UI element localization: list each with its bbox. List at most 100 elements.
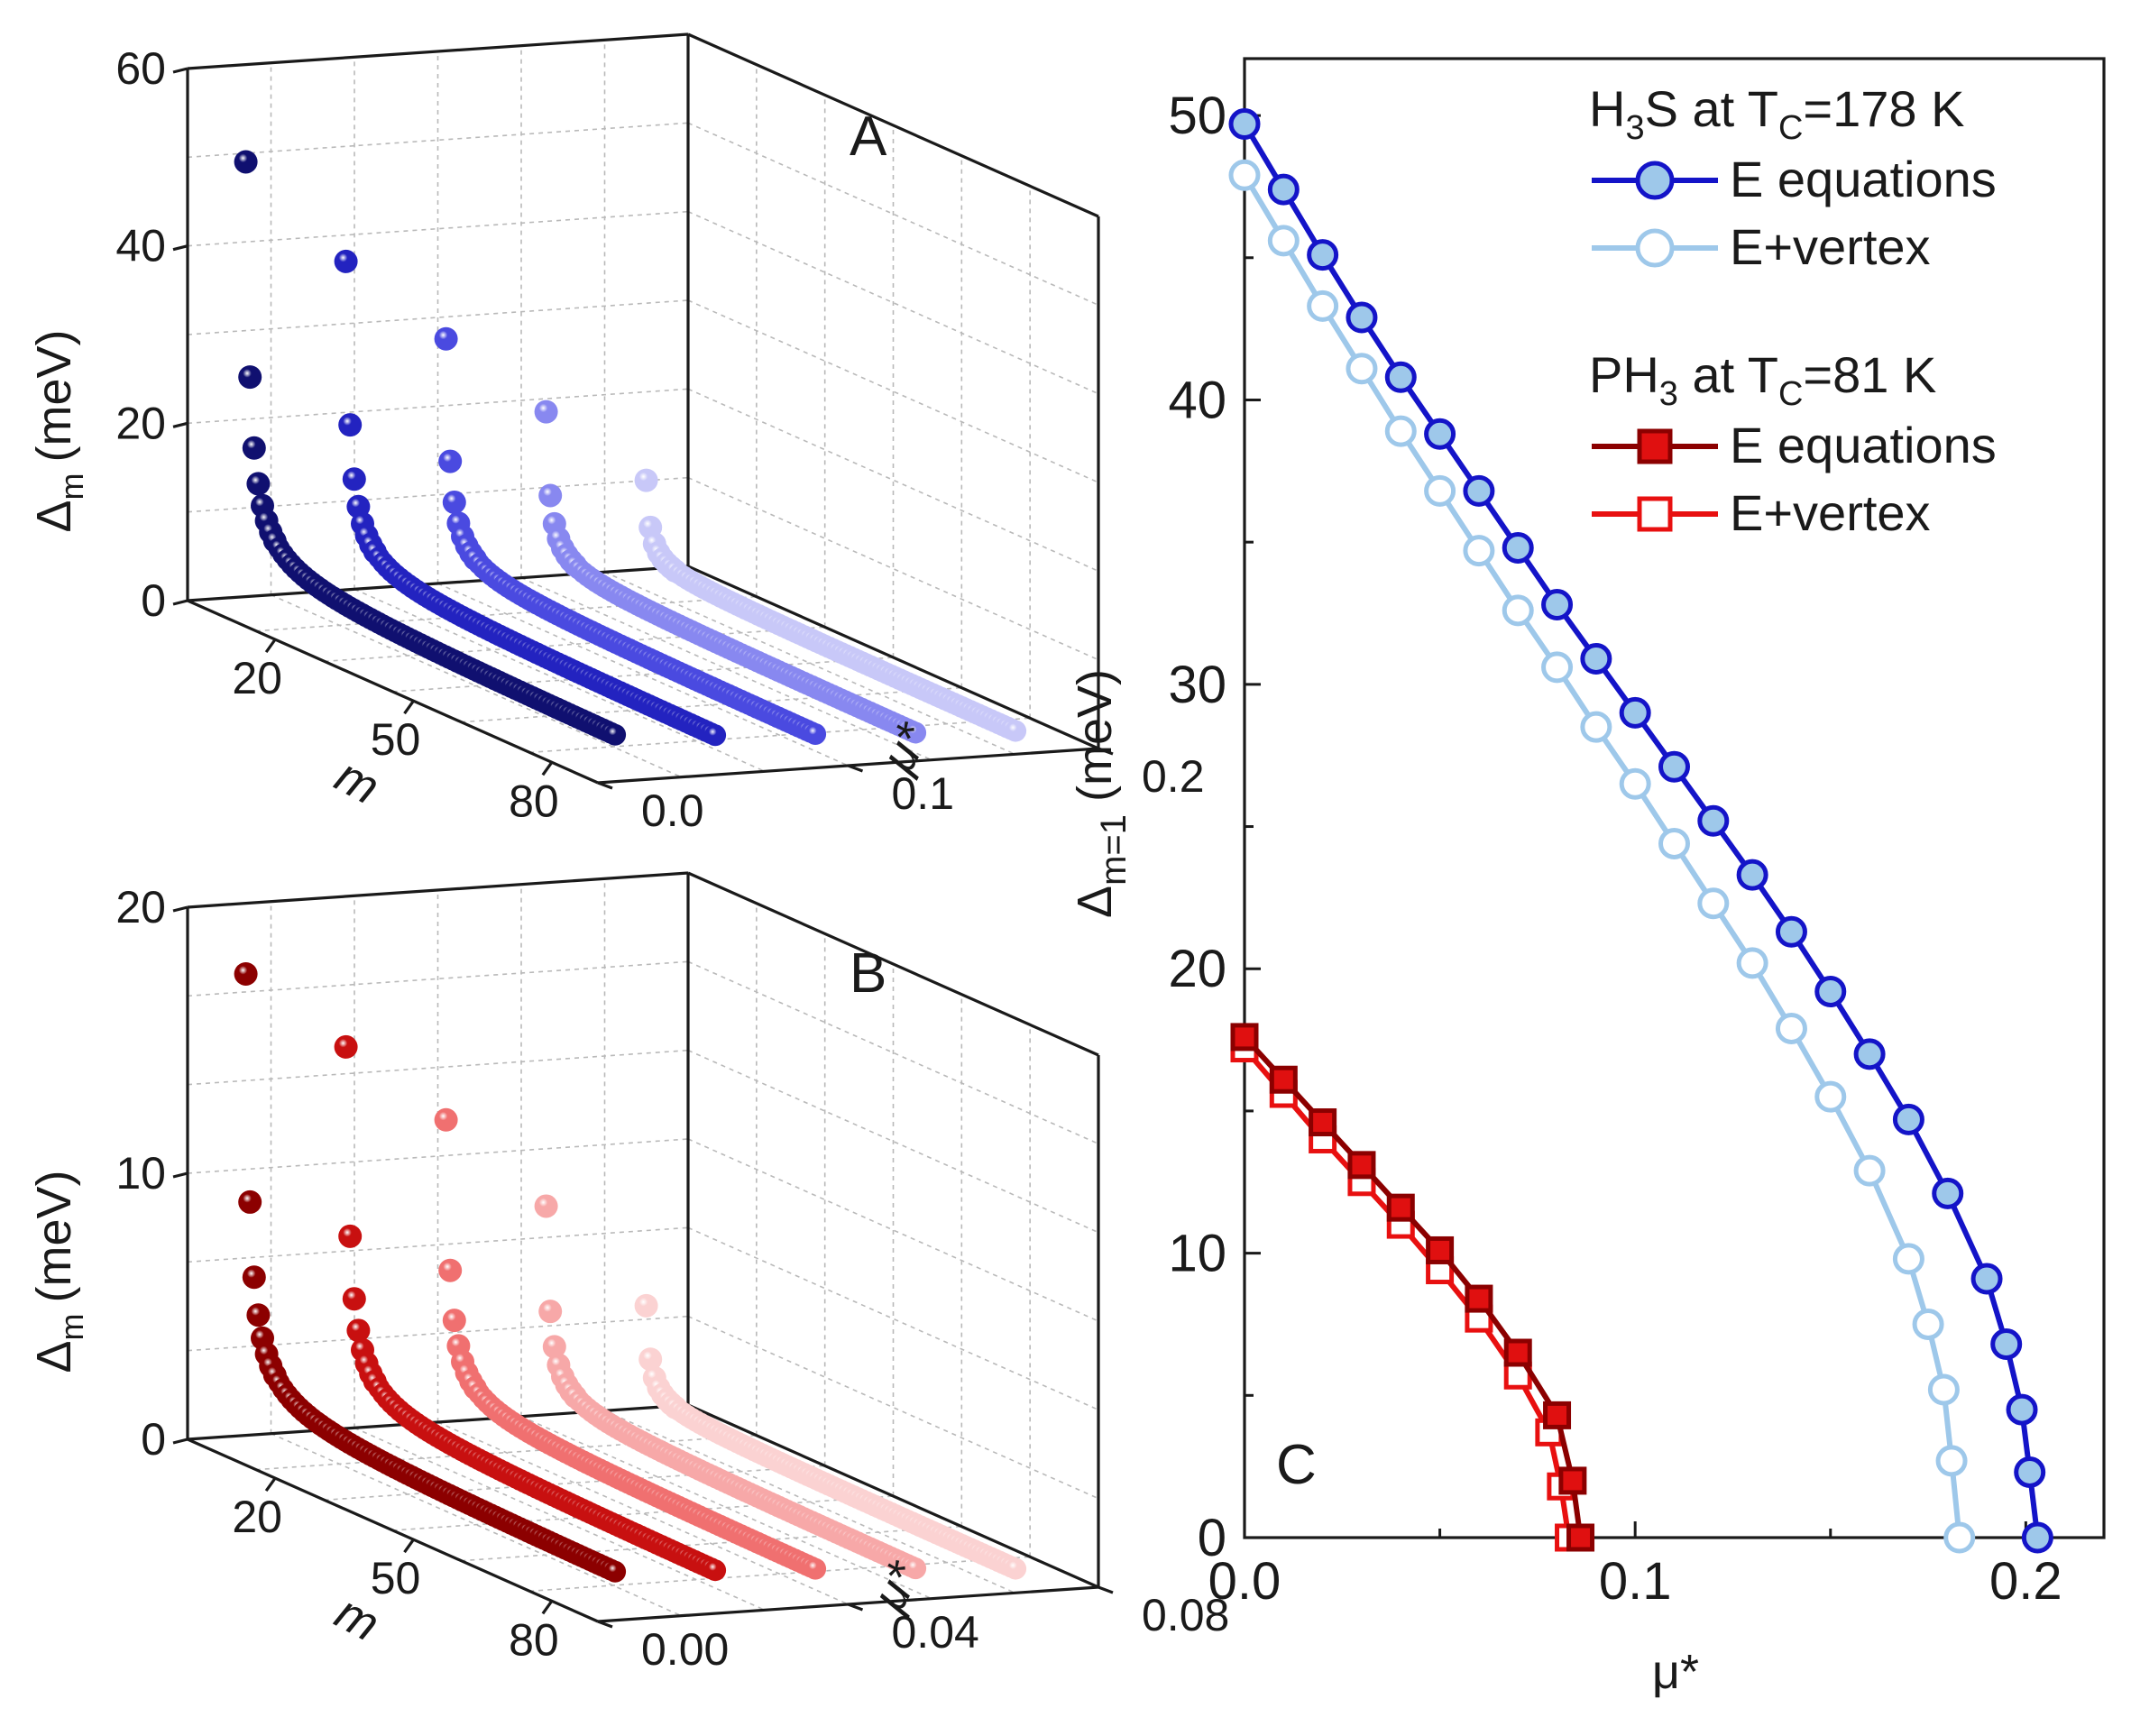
z-tick	[172, 244, 188, 252]
data-point-circle	[1580, 642, 1612, 675]
data-point-circle	[1424, 474, 1456, 507]
sphere-point	[234, 961, 258, 986]
sphere-point	[246, 472, 271, 496]
sphere-point	[704, 724, 727, 747]
sphere-point	[704, 1559, 727, 1582]
sphere-point	[638, 1347, 663, 1372]
z-tick-label: 0	[141, 1414, 166, 1465]
sphere-point	[634, 1293, 658, 1318]
back-wall-gridline	[687, 1315, 1099, 1500]
legend-marker-square	[1637, 496, 1673, 532]
m-tick-label: 80	[509, 776, 559, 826]
panel-a-zlabel-main: Δ	[27, 500, 81, 532]
legend-label: E+vertex	[1730, 218, 1931, 275]
panel-b-spheres	[234, 961, 1027, 1583]
sphere-point	[338, 1224, 363, 1248]
sphere-point	[534, 400, 558, 424]
data-point-square	[1386, 1193, 1415, 1222]
mu-tick-label: 0.1	[892, 768, 955, 819]
sphere-point	[338, 413, 363, 437]
data-point-circle	[1943, 1521, 1976, 1554]
m-tick	[541, 1600, 554, 1615]
floor-gridline	[324, 626, 825, 663]
mu-tick	[597, 781, 613, 790]
data-point-circle	[1267, 173, 1300, 206]
panel-a-ticks: 0 20 40 60 20 50 80 0.0 0.1 0.2	[115, 43, 1204, 836]
panel-c-ylabel-main: Δ	[1068, 886, 1122, 918]
data-point-square	[1309, 1108, 1337, 1137]
frame-edge	[187, 32, 689, 70]
y-tick-label: 10	[1168, 1225, 1226, 1283]
y-tick-label: 20	[1168, 940, 1226, 998]
legend-group-h3s-title: H3S at TC=178 K	[1589, 80, 1964, 147]
sphere-point	[1005, 1557, 1027, 1580]
sphere-point	[434, 1107, 458, 1132]
m-tick	[264, 638, 277, 654]
z-tick-label: 40	[115, 221, 166, 271]
data-point-square	[1503, 1338, 1532, 1367]
mu-tick	[1098, 1585, 1114, 1594]
sphere-point	[242, 436, 266, 460]
data-point-circle	[1580, 711, 1612, 743]
frame-edge	[687, 871, 1099, 1057]
m-tick-label: 50	[371, 1553, 421, 1603]
data-point-circle	[2006, 1393, 2038, 1426]
z-tick-label: 10	[115, 1148, 166, 1199]
data-point-circle	[1697, 887, 1730, 920]
data-point-circle	[1853, 1038, 1886, 1070]
data-point-circle	[1228, 159, 1261, 191]
floor-gridline	[604, 1410, 1015, 1594]
legend-label: E equations	[1730, 417, 1997, 473]
y-tick-label: 0	[1198, 1509, 1226, 1567]
data-point-circle	[1658, 827, 1690, 859]
data-point-circle	[1736, 859, 1768, 891]
x-tick-label: 0.1	[1599, 1552, 1672, 1611]
x-tick-label: 0.0	[1208, 1552, 1281, 1611]
z-tick-label: 0	[141, 575, 166, 626]
legend-marker-square	[1637, 428, 1673, 464]
z-tick-label: 20	[115, 398, 166, 448]
sphere-point	[604, 1560, 627, 1583]
m-tick	[541, 761, 554, 776]
panel-a-zlabel: Δm (meV)	[27, 329, 90, 532]
sphere-point	[905, 1557, 927, 1580]
data-point-square	[1347, 1151, 1376, 1180]
panel-c-series	[1228, 108, 2053, 1554]
data-point-circle	[1346, 301, 1378, 334]
m-tick-label: 80	[509, 1614, 559, 1665]
mu-tick-label: 0.00	[641, 1624, 729, 1675]
floor-gridline	[324, 1465, 825, 1502]
panel-a-frame	[186, 32, 1100, 785]
frame-edge	[187, 1437, 599, 1623]
z-tick	[172, 1437, 188, 1445]
mu-tick	[847, 764, 864, 773]
data-point-circle	[1619, 696, 1651, 729]
m-tick-label: 20	[232, 1492, 282, 1542]
data-point-circle	[1697, 804, 1730, 837]
sphere-point	[538, 1300, 563, 1324]
frame-edge	[187, 871, 689, 909]
data-point-square	[1465, 1284, 1493, 1313]
data-point-circle	[1658, 750, 1690, 783]
m-tick	[403, 1539, 415, 1554]
data-point-circle	[1541, 651, 1574, 684]
data-point-circle	[1267, 225, 1300, 257]
sphere-point	[442, 490, 466, 514]
back-wall-gridline	[687, 476, 1099, 661]
panel-b-ticks: 0 10 20 20 50 80 0.00 0.04 0.08	[115, 882, 1229, 1675]
legend-group-ph3-title: PH3 at TC=81 K	[1589, 346, 1936, 413]
data-point-circle	[1775, 915, 1807, 948]
data-point-circle	[1970, 1263, 2003, 1295]
legend-marker-circle	[1635, 161, 1675, 200]
data-point-circle	[2014, 1456, 2046, 1488]
panel-b-zlabel-unit: (meV)	[27, 1170, 81, 1302]
z-tick-label: 60	[115, 43, 166, 94]
floor-gridline	[604, 571, 1015, 756]
data-point-circle	[1307, 289, 1339, 322]
y-tick-label: 50	[1168, 87, 1226, 145]
z-tick	[172, 421, 188, 428]
y-tick-label: 30	[1168, 656, 1226, 714]
floor-gridline	[437, 583, 849, 767]
legend-label: E+vertex	[1730, 484, 1931, 541]
